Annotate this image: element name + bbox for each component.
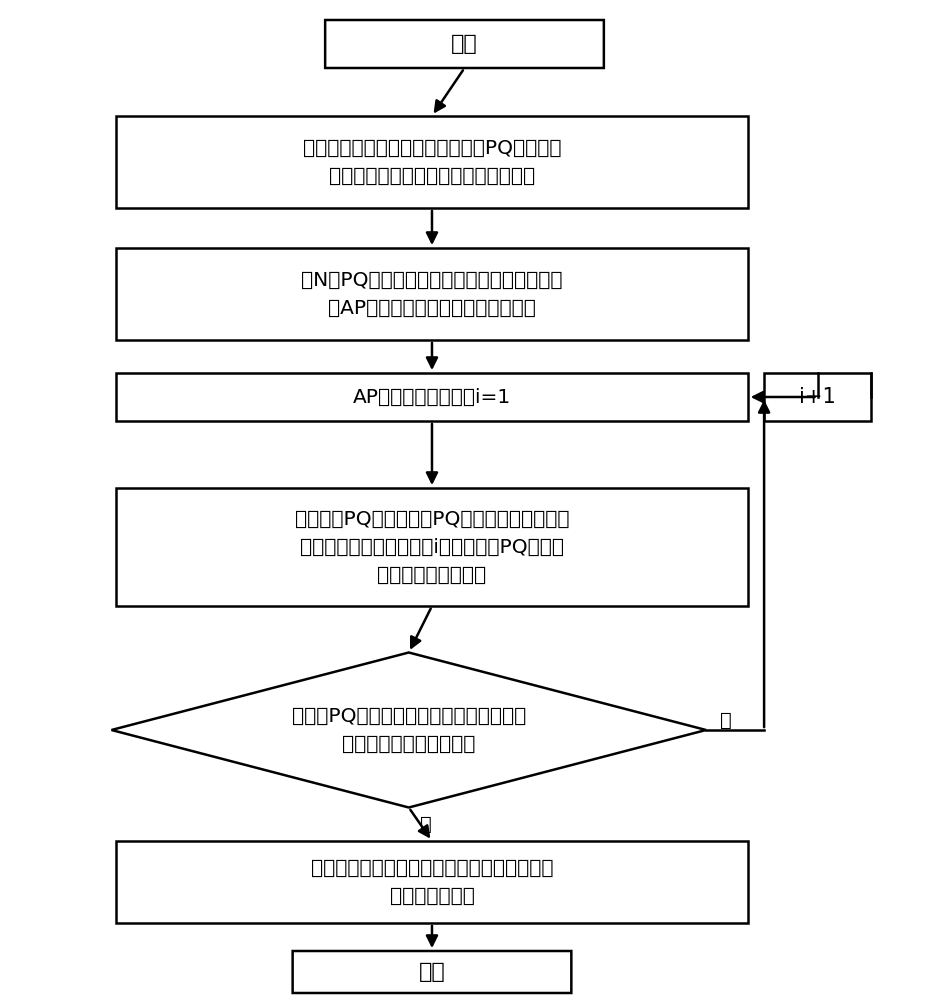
FancyBboxPatch shape	[325, 20, 603, 68]
Text: 是否各PQ节点综合相似度与响应度符号稳
定或已达到最大迭代次数: 是否各PQ节点综合相似度与响应度符号稳 定或已达到最大迭代次数	[291, 706, 525, 754]
Text: 是: 是	[419, 815, 432, 834]
Text: 结束: 结束	[419, 962, 445, 982]
Text: 自适应获得最优聚类中心点及聚类数目，并获
得分区聚类结果: 自适应获得最优聚类中心点及聚类数目，并获 得分区聚类结果	[310, 858, 553, 906]
Text: 计算任一PQ节点与其余PQ节点之间的相似度与
相应度证据信息，并获得i次迭代下各PQ节点综
合相似度与响应度值: 计算任一PQ节点与其余PQ节点之间的相似度与 相应度证据信息，并获得i次迭代下各…	[294, 510, 569, 584]
Bar	[116, 248, 747, 340]
Text: 将N个PQ节点间电气距离矩阵各元素取负，获
得AP聚类算法运算基础：相似度矩阵: 将N个PQ节点间电气距离矩阵各元素取负，获 得AP聚类算法运算基础：相似度矩阵	[301, 270, 562, 318]
Text: 开始: 开始	[451, 34, 477, 54]
Bar	[116, 116, 747, 208]
Text: i+1: i+1	[798, 387, 835, 407]
Bar	[116, 841, 747, 923]
Bar	[116, 488, 747, 606]
Bar	[763, 373, 870, 421]
Polygon shape	[111, 652, 705, 808]
Text: AP聚类初始迭代数为i=1: AP聚类初始迭代数为i=1	[353, 387, 510, 406]
Bar	[116, 373, 747, 421]
Text: 否: 否	[719, 710, 731, 730]
Text: 对全网进行稳态下潮流计算，获取PQ节点间电
压无功灵敏度并计算相应电气距离矩阵: 对全网进行稳态下潮流计算，获取PQ节点间电 压无功灵敏度并计算相应电气距离矩阵	[303, 138, 561, 186]
FancyBboxPatch shape	[292, 951, 571, 993]
